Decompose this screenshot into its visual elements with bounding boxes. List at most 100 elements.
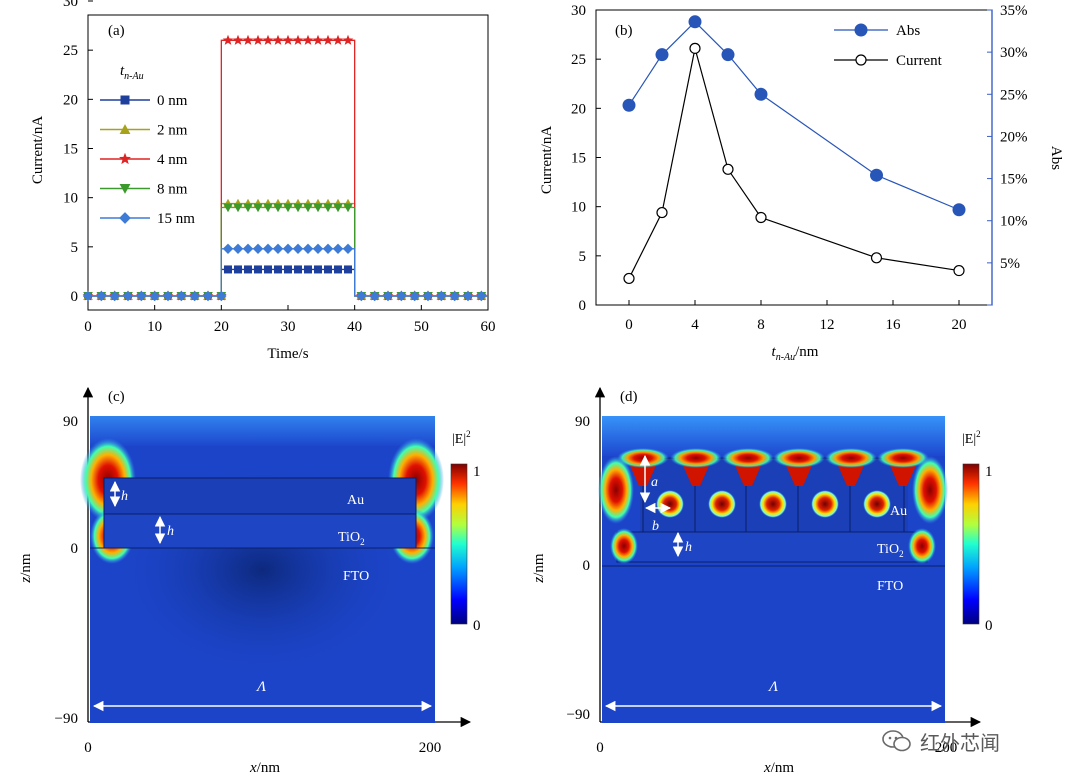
y-axis-label-b: Current/nA xyxy=(539,126,555,194)
y-tick-label-a: 10 xyxy=(63,191,78,207)
watermark: 红外芯闻 xyxy=(882,724,1042,758)
legend-marker-abs xyxy=(854,23,868,37)
data-point-s0 xyxy=(334,265,342,274)
colorbar-max-c: 1 xyxy=(473,464,481,480)
hotspot-right-d xyxy=(908,528,936,564)
data-point-s8 xyxy=(323,203,333,213)
edge-glow-left-d xyxy=(598,456,634,524)
data-point-s15 xyxy=(162,290,174,302)
colorbar-min-d: 0 xyxy=(985,618,993,634)
data-point-s4 xyxy=(242,34,254,45)
layer-label-fto-c: FTO xyxy=(343,569,369,584)
y-tick-label-b: 25 xyxy=(571,52,586,68)
data-point-s15 xyxy=(109,290,120,302)
data-point-s4 xyxy=(342,34,354,45)
tio2-layer-c xyxy=(103,513,417,549)
x-tick-c-left: 0 xyxy=(84,740,92,756)
y-tick-label-a: 5 xyxy=(71,240,79,256)
y2-tick-label-b: 25% xyxy=(1000,87,1028,103)
data-point-s15 xyxy=(252,243,264,254)
data-point-s15 xyxy=(422,290,434,302)
period-label-c: Λ xyxy=(255,679,266,695)
x-tick-label-a: 50 xyxy=(414,319,429,335)
data-point-s4 xyxy=(292,34,304,45)
y-tick-d-mid: 0 xyxy=(583,558,591,574)
colorbar-max-d: 1 xyxy=(985,464,993,480)
data-point-s8 xyxy=(313,203,323,213)
y2-tick-label-b: 20% xyxy=(1000,129,1028,145)
series-line-abs xyxy=(628,20,960,211)
layer-label-tio2-d: TiO2 xyxy=(877,542,904,559)
data-point-s8 xyxy=(343,203,353,213)
data-point-s8 xyxy=(223,203,233,213)
y2-tick-label-b: 35% xyxy=(1000,3,1028,19)
x-tick-c-right: 200 xyxy=(419,740,442,756)
hotspot-dot-d xyxy=(759,490,787,518)
data-point-s4 xyxy=(262,34,274,45)
data-point-current xyxy=(722,163,734,175)
data-point-s15 xyxy=(292,243,304,254)
data-point-s15 xyxy=(96,290,107,302)
data-point-s8 xyxy=(243,203,253,213)
panel-label-a: (a) xyxy=(108,23,125,39)
layer-label-fto-d: FTO xyxy=(877,579,903,594)
data-point-s15 xyxy=(302,243,314,254)
data-point-s15 xyxy=(449,290,460,302)
watermark-text: 红外芯闻 xyxy=(920,730,1000,755)
x-axis-label-a: Time/s xyxy=(267,346,308,362)
legend-label-abs: Abs xyxy=(896,23,920,39)
y-tick-label-a: 25 xyxy=(63,43,78,59)
data-point-s4 xyxy=(232,34,244,45)
data-point-s4 xyxy=(332,34,344,45)
gap-glow-d xyxy=(670,448,722,468)
data-point-s15 xyxy=(356,290,367,302)
data-point-s4 xyxy=(322,34,334,45)
colorbar-title-c: |E|2 xyxy=(452,429,471,447)
legend-marker-s4 xyxy=(119,152,131,165)
data-point-s4 xyxy=(302,34,314,45)
y-tick-d-bottom: −90 xyxy=(567,707,590,723)
y-tick-label-b: 30 xyxy=(571,3,586,19)
data-point-s15 xyxy=(189,290,200,302)
x-tick-label-b: 4 xyxy=(691,317,699,333)
series-line-s4 xyxy=(88,39,488,297)
layer-label-tio2-c: TiO2 xyxy=(338,530,365,547)
x-tick-label-a: 20 xyxy=(214,319,229,335)
data-point-s15 xyxy=(262,243,274,254)
top-glow-d xyxy=(602,416,945,456)
colorbar-d xyxy=(962,463,980,625)
chart-panel-b: (b) 0 4 8 12 16 20 0 5 10 15 20 25 30 5% 10% 15% 20% 25… xyxy=(539,3,1064,363)
data-point-s15 xyxy=(396,290,407,302)
data-point-s0 xyxy=(314,265,322,274)
data-point-s15 xyxy=(369,290,380,302)
au-layer-c xyxy=(103,477,417,515)
data-point-current xyxy=(623,272,635,285)
data-point-s15 xyxy=(462,290,474,302)
data-point-s0 xyxy=(224,265,232,274)
legend-label-s2: 2 nm xyxy=(157,123,188,139)
data-point-s0 xyxy=(304,265,312,274)
y2-tick-label-b: 30% xyxy=(1000,45,1028,61)
data-point-abs xyxy=(655,48,669,62)
x-tick-d-left: 0 xyxy=(596,740,604,756)
data-point-s0 xyxy=(254,265,262,274)
layer-label-au-c: Au xyxy=(347,493,364,508)
panel-label-c: (c) xyxy=(108,389,125,405)
y-tick-c-bottom: −90 xyxy=(55,711,78,727)
data-point-s0 xyxy=(284,265,292,274)
y-tick-label-b: 15 xyxy=(571,151,586,167)
legend-title-a: tn-Au xyxy=(120,63,144,82)
data-point-s15 xyxy=(282,243,294,254)
heatmap-panel-d: a b h Au TiO2 FTO Λ (d) 90 0 −90 0 200 x… xyxy=(531,386,993,776)
hotspot-left-d xyxy=(610,528,638,564)
x-axis-label-c: x/nm xyxy=(249,760,280,776)
x-tick-label-b: 8 xyxy=(757,317,765,333)
legend-marker-s0 xyxy=(120,95,130,105)
colorbar-c xyxy=(450,463,468,625)
data-point-s4 xyxy=(252,34,264,45)
data-point-s8 xyxy=(283,203,293,213)
data-point-s15 xyxy=(382,290,394,302)
data-point-s15 xyxy=(312,243,324,254)
legend-marker-s2 xyxy=(119,124,131,134)
hotspot-dot-d xyxy=(811,490,839,518)
